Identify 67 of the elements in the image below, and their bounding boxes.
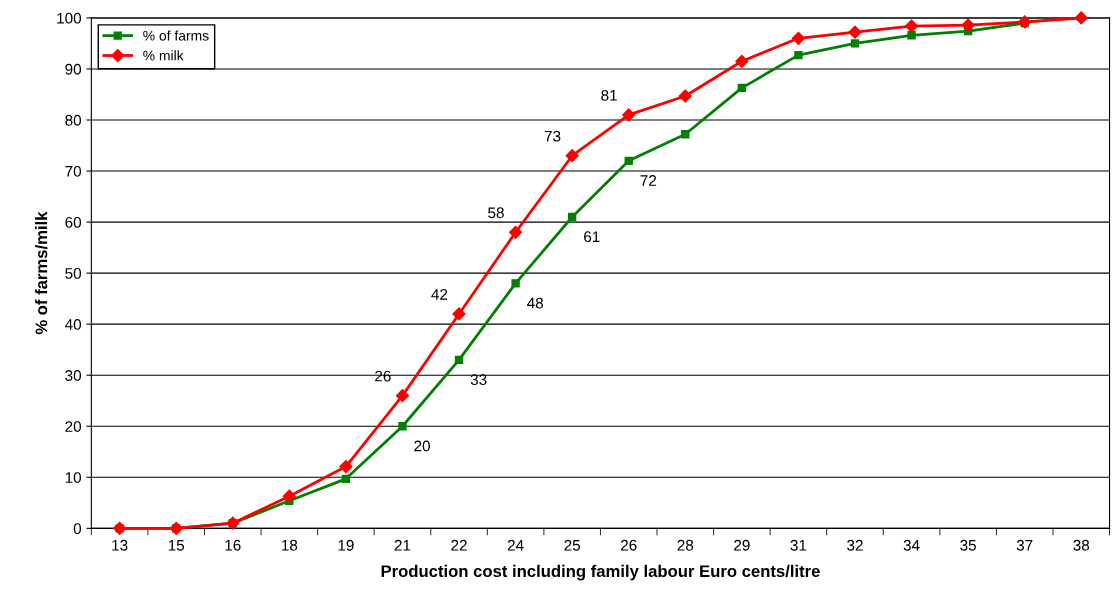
x-tick-label: 26 <box>621 539 637 551</box>
y-tick-label: 40 <box>64 319 82 330</box>
y-axis-title: % of farms/milk <box>35 211 48 335</box>
x-tick-label: 22 <box>451 539 467 551</box>
point <box>624 156 633 165</box>
point <box>681 130 690 139</box>
y-tick-label: 50 <box>65 268 82 279</box>
point <box>565 149 579 163</box>
point <box>282 489 296 503</box>
point <box>791 31 806 45</box>
point <box>398 422 407 431</box>
point <box>794 51 803 60</box>
x-tick-label: 15 <box>168 540 185 551</box>
point <box>567 212 577 222</box>
point <box>511 279 520 288</box>
data-label: 72 <box>640 175 657 186</box>
y-tick-label: 80 <box>65 114 82 126</box>
point <box>1074 11 1088 25</box>
legend-label: % of farms <box>143 30 209 41</box>
y-tick-label: 100 <box>57 12 82 24</box>
x-tick-label: 18 <box>282 539 298 551</box>
point <box>735 54 749 68</box>
x-tick-label: 31 <box>790 539 807 551</box>
data-label: 20 <box>414 440 430 452</box>
y-tick-label: 30 <box>65 370 82 381</box>
data-label: 33 <box>470 374 487 386</box>
y-tick-label: 0 <box>73 523 82 535</box>
point <box>395 389 410 403</box>
y-tick-label: 60 <box>65 216 82 228</box>
y-tick-label: 90 <box>65 63 82 75</box>
point <box>850 39 860 48</box>
data-label: 58 <box>488 207 504 219</box>
data-label: 61 <box>584 231 600 243</box>
point <box>452 307 466 321</box>
x-tick-label: 37 <box>1016 539 1033 551</box>
data-label: 81 <box>601 89 617 101</box>
point <box>622 108 636 122</box>
legend-label: % milk <box>143 50 184 61</box>
x-tick-label: 19 <box>338 539 354 551</box>
point <box>907 31 916 40</box>
data-label: 42 <box>431 289 448 300</box>
point <box>961 18 975 32</box>
point <box>904 19 919 33</box>
point <box>339 459 353 474</box>
x-tick-label: 32 <box>847 539 863 551</box>
x-tick-label: 16 <box>225 539 241 551</box>
x-tick-label: 21 <box>394 539 411 551</box>
x-axis-title: Production cost including family labour Euro cents/litre <box>381 564 820 581</box>
x-tick-label: 24 <box>507 539 524 551</box>
x-tick-label: 13 <box>112 539 128 551</box>
data-label: 73 <box>544 130 561 142</box>
point <box>341 474 351 484</box>
x-tick-label: 25 <box>564 539 581 551</box>
y-tick-label: 20 <box>65 421 82 432</box>
y-tick-label: 70 <box>65 165 82 177</box>
x-tick-label: 38 <box>1073 539 1090 551</box>
x-tick-label: 35 <box>960 539 976 551</box>
x-tick-label: 28 <box>677 539 694 551</box>
x-tick-label: 29 <box>734 539 750 551</box>
point <box>509 225 523 239</box>
point <box>737 83 747 93</box>
data-label: 48 <box>527 297 544 309</box>
point <box>454 355 464 365</box>
point <box>848 25 862 39</box>
y-tick-label: 10 <box>65 472 82 483</box>
point <box>678 89 692 103</box>
x-tick-label: 34 <box>903 539 920 551</box>
